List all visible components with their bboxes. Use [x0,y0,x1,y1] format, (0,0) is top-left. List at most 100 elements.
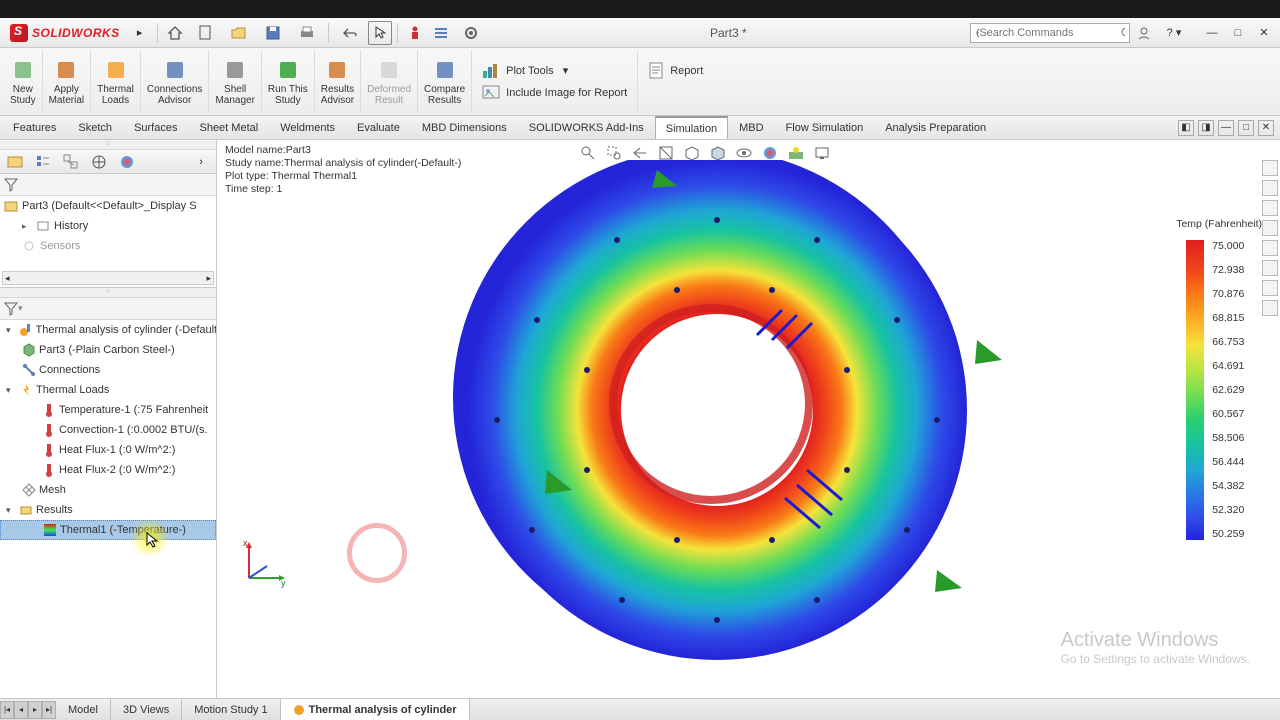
cmtab-mbd-dimensions[interactable]: MBD Dimensions [411,116,518,139]
cmtab-surfaces[interactable]: Surfaces [123,116,188,139]
taskpane-view-icon[interactable] [1262,240,1278,256]
search-input[interactable] [979,27,1121,39]
ribbon-compare-results[interactable]: CompareResults [418,50,472,113]
open-icon[interactable] [223,21,255,45]
feature-manager-tab[interactable] [4,151,26,173]
user-icon[interactable] [1132,21,1156,45]
ribbon-connections-advisor[interactable]: ConnectionsAdvisor [141,50,210,113]
study-filter[interactable]: ▾ [0,298,216,320]
bottomtab-motion-study-1[interactable]: Motion Study 1 [182,699,280,720]
tree-hscroll[interactable]: ◂▸ [2,271,214,285]
manager-panel: ○ › Part3 (Default<<Default>_Display S ▸… [0,140,217,698]
part-material-icon [22,343,36,357]
ribbon-new-study[interactable]: NewStudy [4,50,43,113]
cmtab-sketch[interactable]: Sketch [67,116,123,139]
config-manager-tab[interactable] [60,151,82,173]
home-icon[interactable] [163,21,187,45]
bottomtab-model[interactable]: Model [56,699,111,720]
tabnav-prev-icon[interactable]: ◂ [14,701,28,719]
save-icon[interactable] [257,21,289,45]
thermal-plot-icon [43,523,57,537]
results-folder[interactable]: ▾ Results [0,500,216,520]
cmtab-sheet-metal[interactable]: Sheet Metal [188,116,269,139]
ribbon-thermal-loads[interactable]: ThermalLoads [91,50,141,113]
flux-icon [42,463,56,477]
cmtab-analysis-preparation[interactable]: Analysis Preparation [874,116,997,139]
study-connections[interactable]: Connections [0,360,216,380]
close-button[interactable]: ✕ [1252,21,1276,45]
panel-expand-right-icon[interactable]: ◨ [1198,120,1214,136]
ribbon-run-this-study[interactable]: Run ThisStudy [262,50,315,113]
ribbon-deformed-result[interactable]: DeformedResult [361,50,418,113]
select-icon[interactable] [368,21,392,45]
feature-tree: Part3 (Default<<Default>_Display S ▸ His… [0,196,216,288]
maximize-button[interactable]: □ [1226,21,1250,45]
feature-filter[interactable] [0,174,216,196]
taskpane-forum-icon[interactable] [1262,300,1278,316]
legend-value: 56.444 [1212,456,1244,468]
thermal-load-item[interactable]: Temperature-1 (:75 Fahrenheit [0,400,216,420]
settings-gear-icon[interactable] [455,21,487,45]
bottomtab-thermal-analysis-of-cylinder[interactable]: Thermal analysis of cylinder [281,699,470,720]
cmtab-solidworks-add-ins[interactable]: SOLIDWORKS Add-Ins [518,116,655,139]
study-part[interactable]: Part3 (-Plain Carbon Steel-) [0,340,216,360]
thermal-load-item[interactable]: Heat Flux-2 (:0 W/m^2:) [0,460,216,480]
legend-value: 58.506 [1212,432,1244,444]
plot-tools-button[interactable]: Plot Tools ▾ [482,63,627,79]
study-root[interactable]: ▾ Thermal analysis of cylinder (-Default… [0,320,216,340]
graphics-viewport[interactable]: Model name:Part3 Study name:Thermal anal… [217,140,1280,698]
panel-more-icon[interactable]: › [190,151,212,173]
ribbon-shell-manager[interactable]: ShellManager [209,50,261,113]
cmtab-weldments[interactable]: Weldments [269,116,346,139]
cmtab-flow-simulation[interactable]: Flow Simulation [775,116,875,139]
flux-icon [42,443,56,457]
ribbon-results-advisor[interactable]: ResultsAdvisor [315,50,361,113]
study-mesh[interactable]: Mesh [0,480,216,500]
task-pane-tabs [1262,160,1280,316]
taskpane-explorer-icon[interactable] [1262,220,1278,236]
thermal1-result[interactable]: Thermal1 (-Temperature-) [0,520,216,540]
cmtab-features[interactable]: Features [2,116,67,139]
taskpane-custom-icon[interactable] [1262,280,1278,296]
ribbon: NewStudyApplyMaterialThermalLoadsConnect… [0,48,1280,116]
tree-history[interactable]: ▸ History [0,216,216,236]
thermal-loads-icon [19,383,33,397]
thermal-load-item[interactable]: Convection-1 (:0.0002 BTU/(s. [0,420,216,440]
tabnav-last-icon[interactable]: ▸| [42,701,56,719]
tabnav-next-icon[interactable]: ▸ [28,701,42,719]
cmtab-simulation[interactable]: Simulation [655,116,728,139]
feature-tree-root[interactable]: Part3 (Default<<Default>_Display S [0,196,216,216]
bottomtab-3d-views[interactable]: 3D Views [111,699,182,720]
taskpane-library-icon[interactable] [1262,200,1278,216]
include-image-button[interactable]: Include Image for Report [482,85,627,101]
rebuild-icon[interactable] [403,21,427,45]
dimxpert-tab[interactable] [88,151,110,173]
new-icon[interactable] [189,21,221,45]
ribbon-apply-material[interactable]: ApplyMaterial [43,50,92,113]
motion-study-tabs: |◂ ◂ ▸ ▸| Model3D ViewsMotion Study 1The… [0,698,1280,720]
undo-icon[interactable] [334,21,366,45]
taskpane-appearance-icon[interactable] [1262,260,1278,276]
thermal-study-icon [19,323,33,337]
panel-expand-left-icon[interactable]: ◧ [1178,120,1194,136]
minimize-button[interactable]: — [1200,21,1224,45]
menu-dropdown[interactable]: ▸ [128,21,152,45]
panel-minimize-icon[interactable]: — [1218,120,1234,136]
help-icon[interactable]: ? ▾ [1158,21,1190,45]
display-manager-tab[interactable] [116,151,138,173]
print-icon[interactable] [291,21,323,45]
tree-sensors[interactable]: Sensors [0,236,216,256]
panel-restore-icon[interactable]: □ [1238,120,1254,136]
property-manager-tab[interactable] [32,151,54,173]
search-commands-box[interactable] [970,23,1130,43]
cmtab-evaluate[interactable]: Evaluate [346,116,411,139]
tabnav-first-icon[interactable]: |◂ [0,701,14,719]
thermal-loads-folder[interactable]: ▾ Thermal Loads [0,380,216,400]
taskpane-resources-icon[interactable] [1262,180,1278,196]
taskpane-home-icon[interactable] [1262,160,1278,176]
thermal-load-item[interactable]: Heat Flux-1 (:0 W/m^2:) [0,440,216,460]
report-button[interactable]: Report [648,62,703,80]
panel-close-icon[interactable]: ✕ [1258,120,1274,136]
cmtab-mbd[interactable]: MBD [728,116,774,139]
options-list-icon[interactable] [429,21,453,45]
